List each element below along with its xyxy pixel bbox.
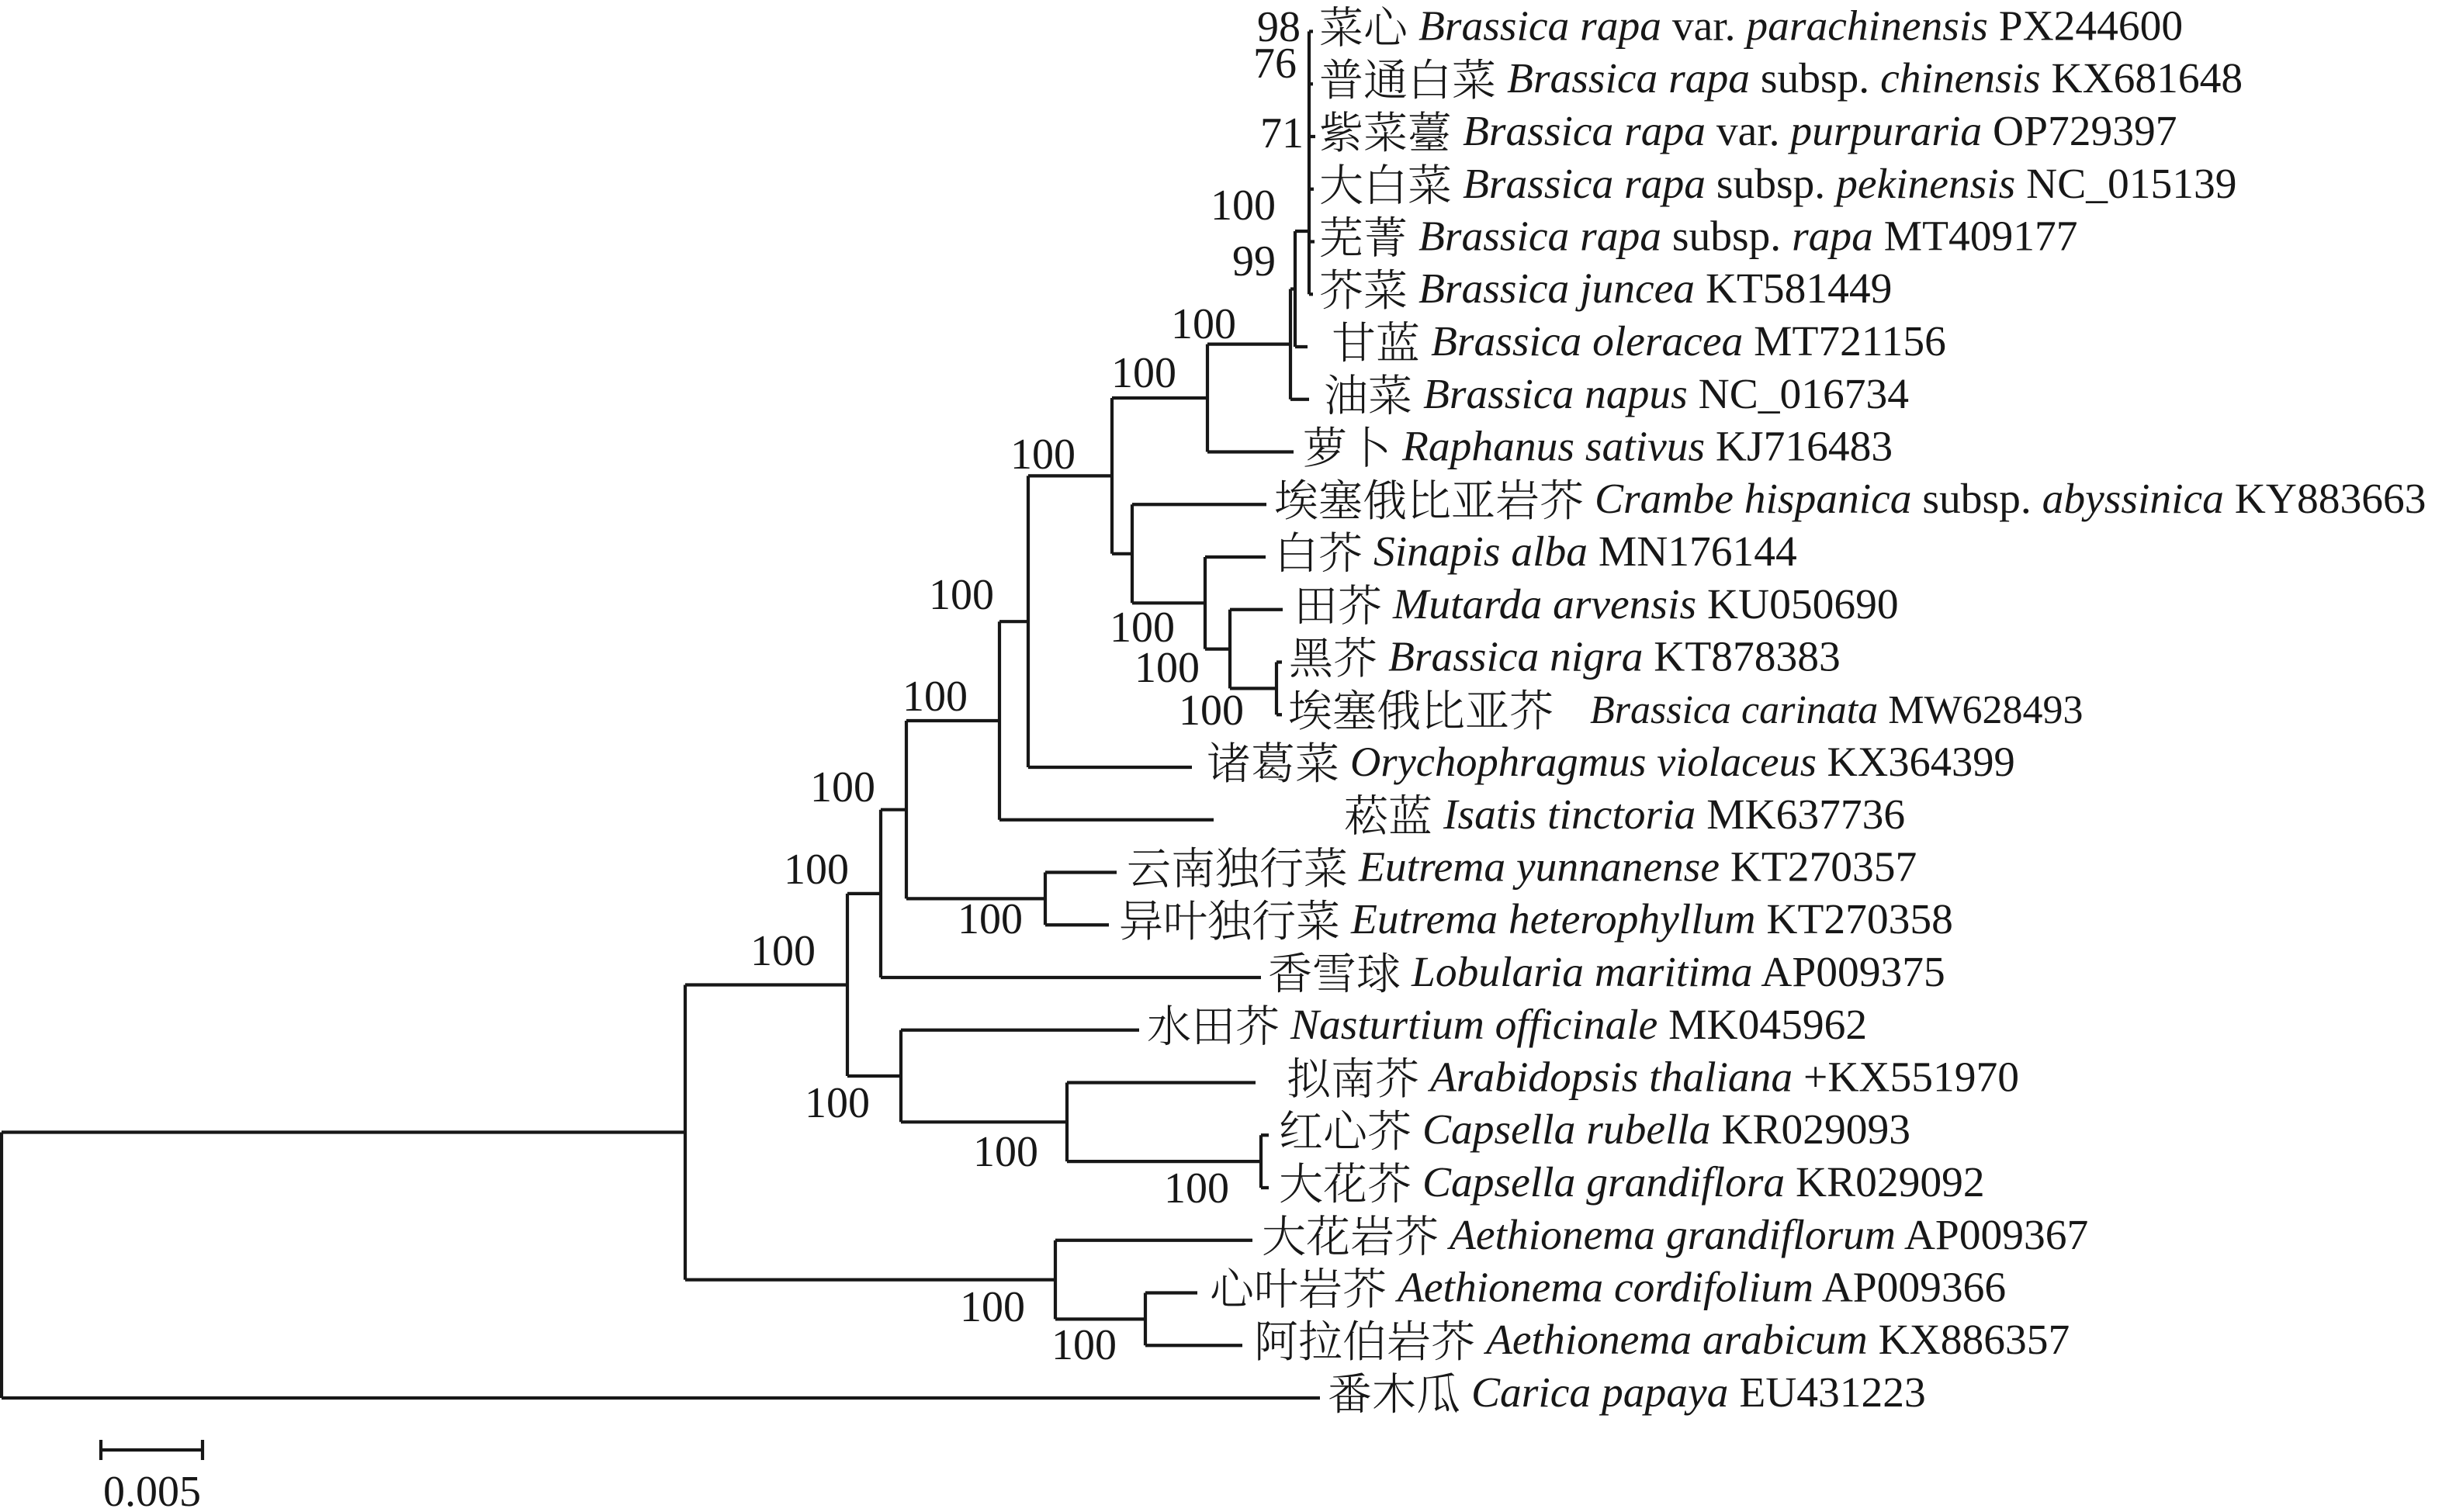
svg-text:76: 76 bbox=[1253, 40, 1297, 88]
svg-text:Aethionema arabicum KX886357: Aethionema arabicum KX886357 bbox=[1483, 1317, 2070, 1364]
svg-text:100: 100 bbox=[1164, 1164, 1229, 1213]
svg-text:Brassica carinata MW628493: Brassica carinata MW628493 bbox=[1590, 688, 2084, 732]
svg-text:Brassica rapa subsp. rapa MT40: Brassica rapa subsp. rapa MT409177 bbox=[1418, 213, 2078, 261]
svg-text:100: 100 bbox=[929, 571, 994, 619]
svg-text:Isatis tinctoria MK637736: Isatis tinctoria MK637736 bbox=[1443, 791, 1905, 839]
svg-text:100: 100 bbox=[958, 895, 1023, 943]
svg-text:Capsella grandiflora KR029092: Capsella grandiflora KR029092 bbox=[1422, 1159, 1985, 1206]
svg-text:100: 100 bbox=[1171, 300, 1236, 348]
svg-text:100: 100 bbox=[973, 1128, 1038, 1176]
svg-text:Carica papaya EU431223: Carica papaya EU431223 bbox=[1471, 1369, 1926, 1417]
svg-text:Brassica napus NC_016734: Brassica napus NC_016734 bbox=[1423, 371, 1909, 418]
svg-text:Sinapis alba MN176144: Sinapis alba MN176144 bbox=[1373, 528, 1797, 576]
svg-text:Brassica juncea KT581449: Brassica juncea KT581449 bbox=[1418, 265, 1892, 313]
svg-text:71: 71 bbox=[1260, 109, 1304, 157]
svg-text:100: 100 bbox=[902, 673, 968, 721]
svg-text:Raphanus sativus KJ716483: Raphanus sativus KJ716483 bbox=[1401, 424, 1893, 471]
svg-text:100: 100 bbox=[1051, 1321, 1117, 1369]
svg-text:Lobularia maritima AP009375: Lobularia maritima AP009375 bbox=[1411, 949, 1945, 996]
svg-text:100: 100 bbox=[1179, 687, 1244, 735]
svg-text:Crambe hispanica subsp. abyssi: Crambe hispanica subsp. abyssinica KY883… bbox=[1595, 476, 2426, 523]
svg-text:Capsella rubella KR029093: Capsella rubella KR029093 bbox=[1422, 1106, 1910, 1154]
svg-text:99: 99 bbox=[1232, 237, 1276, 285]
svg-text:Aethionema grandiflorum AP0093: Aethionema grandiflorum AP009367 bbox=[1446, 1212, 2088, 1259]
svg-text:Orychophragmus violaceus KX364: Orychophragmus violaceus KX364399 bbox=[1350, 738, 2015, 785]
svg-text:100: 100 bbox=[1111, 349, 1176, 397]
svg-text:0.005: 0.005 bbox=[103, 1468, 201, 1508]
svg-text:100: 100 bbox=[784, 846, 849, 894]
svg-text:Mutarda arvensis KU050690: Mutarda arvensis KU050690 bbox=[1392, 581, 1899, 628]
svg-text:Brassica nigra KT878383: Brassica nigra KT878383 bbox=[1388, 634, 1841, 681]
svg-text:100: 100 bbox=[1110, 604, 1175, 652]
svg-text:100: 100 bbox=[1211, 182, 1276, 230]
svg-text:100: 100 bbox=[1134, 644, 1200, 692]
svg-text:Brassica oleracea MT721156: Brassica oleracea MT721156 bbox=[1431, 318, 1946, 365]
svg-text:Nasturtium officinale MK045962: Nasturtium officinale MK045962 bbox=[1290, 1002, 1867, 1049]
svg-text:Eutrema heterophyllum KT270358: Eutrema heterophyllum KT270358 bbox=[1350, 896, 1953, 943]
svg-text:100: 100 bbox=[810, 763, 875, 811]
svg-text:100: 100 bbox=[960, 1283, 1025, 1331]
svg-text:100: 100 bbox=[805, 1079, 870, 1127]
svg-text:100: 100 bbox=[1010, 431, 1076, 479]
svg-text:Brassica rapa subsp. pekinensi: Brassica rapa subsp. pekinensis NC_01513… bbox=[1463, 161, 2236, 208]
svg-text:Brassica rapa var. parachinens: Brassica rapa var. parachinensis PX24460… bbox=[1418, 3, 2183, 50]
svg-text:Aethionema cordifolium AP00936: Aethionema cordifolium AP009366 bbox=[1394, 1265, 2006, 1312]
svg-text:98: 98 bbox=[1257, 3, 1301, 51]
svg-text:100: 100 bbox=[750, 927, 816, 975]
svg-text:Eutrema yunnanense KT270357: Eutrema yunnanense KT270357 bbox=[1358, 844, 1917, 891]
svg-text:Arabidopsis thaliana +KX551970: Arabidopsis thaliana +KX551970 bbox=[1427, 1054, 2019, 1102]
svg-text:Brassica rapa var. purpuraria: Brassica rapa var. purpuraria OP729397 bbox=[1463, 108, 2177, 155]
svg-text:Brassica rapa subsp. chinensis: Brassica rapa subsp. chinensis KX681648 bbox=[1507, 55, 2243, 102]
